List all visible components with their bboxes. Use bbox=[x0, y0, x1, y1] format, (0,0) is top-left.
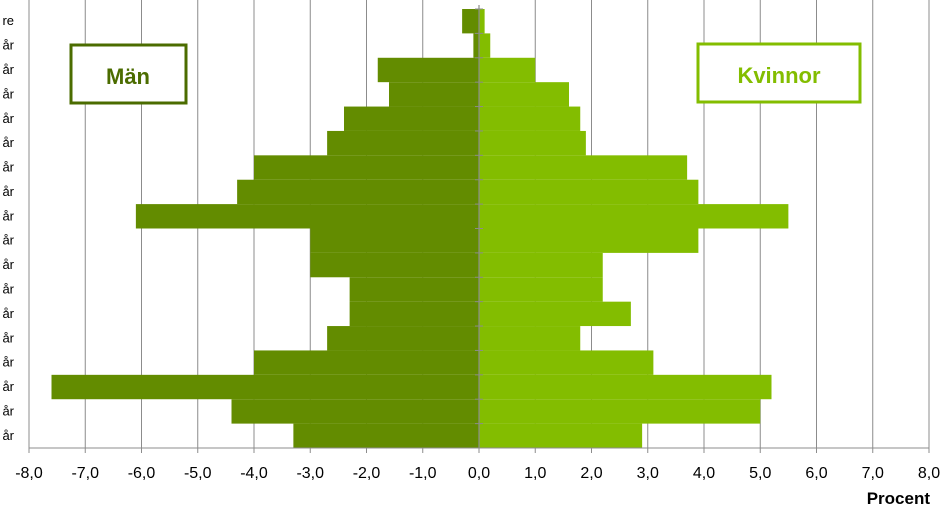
bar-men bbox=[293, 423, 479, 448]
x-tick-label: 5,0 bbox=[749, 465, 771, 482]
x-tick-label: -8,0 bbox=[15, 465, 43, 482]
x-tick-label: 1,0 bbox=[524, 465, 546, 482]
bar-men bbox=[135, 204, 479, 229]
bar-men bbox=[254, 350, 479, 375]
category-label: år bbox=[2, 281, 14, 296]
category-label: år bbox=[2, 160, 14, 175]
legend-men: Män bbox=[69, 43, 188, 105]
bar-men bbox=[349, 277, 479, 302]
category-label: år bbox=[2, 330, 14, 345]
legend-women-box bbox=[696, 42, 862, 104]
category-label: år bbox=[2, 38, 14, 53]
legend-women: Kvinnor bbox=[696, 42, 862, 104]
x-tick-label: 8,0 bbox=[918, 465, 940, 482]
x-tick-label: -6,0 bbox=[128, 465, 156, 482]
legend-men-box bbox=[69, 43, 188, 105]
bar-women bbox=[479, 57, 536, 83]
legend-men-label: Män bbox=[106, 64, 150, 89]
axes bbox=[28, 5, 930, 453]
bar-men bbox=[349, 301, 479, 327]
x-tick-labels: -8,0 -7,0 -6,0 -5,0 -4,0 -3,0 -2,0 -1,0 0,0 1,0 2,… bbox=[15, 465, 940, 482]
bar-women bbox=[479, 9, 485, 34]
bar-women bbox=[479, 326, 581, 351]
bar-women bbox=[479, 106, 581, 131]
bar-men bbox=[389, 82, 479, 107]
bar-women bbox=[479, 350, 654, 375]
bar-women bbox=[479, 277, 603, 302]
bar-men bbox=[344, 106, 479, 131]
x-tick-label: -7,0 bbox=[71, 465, 99, 482]
x-tick-label: -4,0 bbox=[240, 465, 268, 482]
bars bbox=[51, 9, 789, 448]
bar-men bbox=[237, 179, 479, 205]
x-tick-label: 0,0 bbox=[468, 465, 490, 482]
bar-women bbox=[479, 228, 699, 253]
bar-men bbox=[254, 155, 479, 180]
category-labels: år år år år år år år år år år år år år år år år år re bbox=[2, 13, 14, 443]
bar-women bbox=[479, 130, 586, 156]
bar-women bbox=[479, 252, 603, 278]
bar-women bbox=[479, 82, 569, 107]
category-label: år bbox=[2, 184, 14, 199]
x-tick-label: -3,0 bbox=[296, 465, 324, 482]
bar-men bbox=[462, 9, 479, 34]
bar-men bbox=[51, 374, 479, 400]
bar-men bbox=[310, 252, 479, 278]
bar-women bbox=[479, 301, 631, 327]
category-label: år bbox=[2, 306, 14, 321]
category-label: år bbox=[2, 257, 14, 272]
category-label: år bbox=[2, 111, 14, 126]
x-tick-label: 4,0 bbox=[693, 465, 715, 482]
legend-women-label: Kvinnor bbox=[737, 63, 821, 88]
bar-women bbox=[479, 399, 761, 424]
category-label: år bbox=[2, 86, 14, 101]
category-label: år bbox=[2, 233, 14, 248]
bar-women bbox=[479, 179, 699, 205]
x-tick-label: -2,0 bbox=[353, 465, 381, 482]
bar-women bbox=[479, 155, 688, 180]
bar-women bbox=[479, 204, 789, 229]
category-label: år bbox=[2, 208, 14, 223]
x-tick-label: 2,0 bbox=[580, 465, 602, 482]
x-tick-label: 6,0 bbox=[805, 465, 827, 482]
category-label: år bbox=[2, 62, 14, 77]
x-tick-label: -5,0 bbox=[184, 465, 212, 482]
bar-women bbox=[479, 374, 772, 400]
bar-men bbox=[327, 130, 479, 156]
x-tick-label: 7,0 bbox=[862, 465, 884, 482]
bar-men bbox=[473, 33, 479, 58]
category-label: år bbox=[2, 403, 14, 418]
bar-men bbox=[377, 57, 479, 83]
category-label: år bbox=[2, 428, 14, 443]
bar-women bbox=[479, 33, 491, 58]
category-label: år bbox=[2, 355, 14, 370]
bar-women bbox=[479, 423, 643, 448]
x-axis-title: Procent bbox=[867, 489, 931, 508]
bar-men bbox=[327, 326, 479, 351]
bar-men bbox=[231, 399, 479, 424]
category-label: re bbox=[2, 13, 14, 28]
category-label: år bbox=[2, 379, 14, 394]
x-tick-label: -1,0 bbox=[409, 465, 437, 482]
category-label: år bbox=[2, 135, 14, 150]
x-tick-label: 3,0 bbox=[637, 465, 659, 482]
bar-men bbox=[310, 228, 479, 253]
